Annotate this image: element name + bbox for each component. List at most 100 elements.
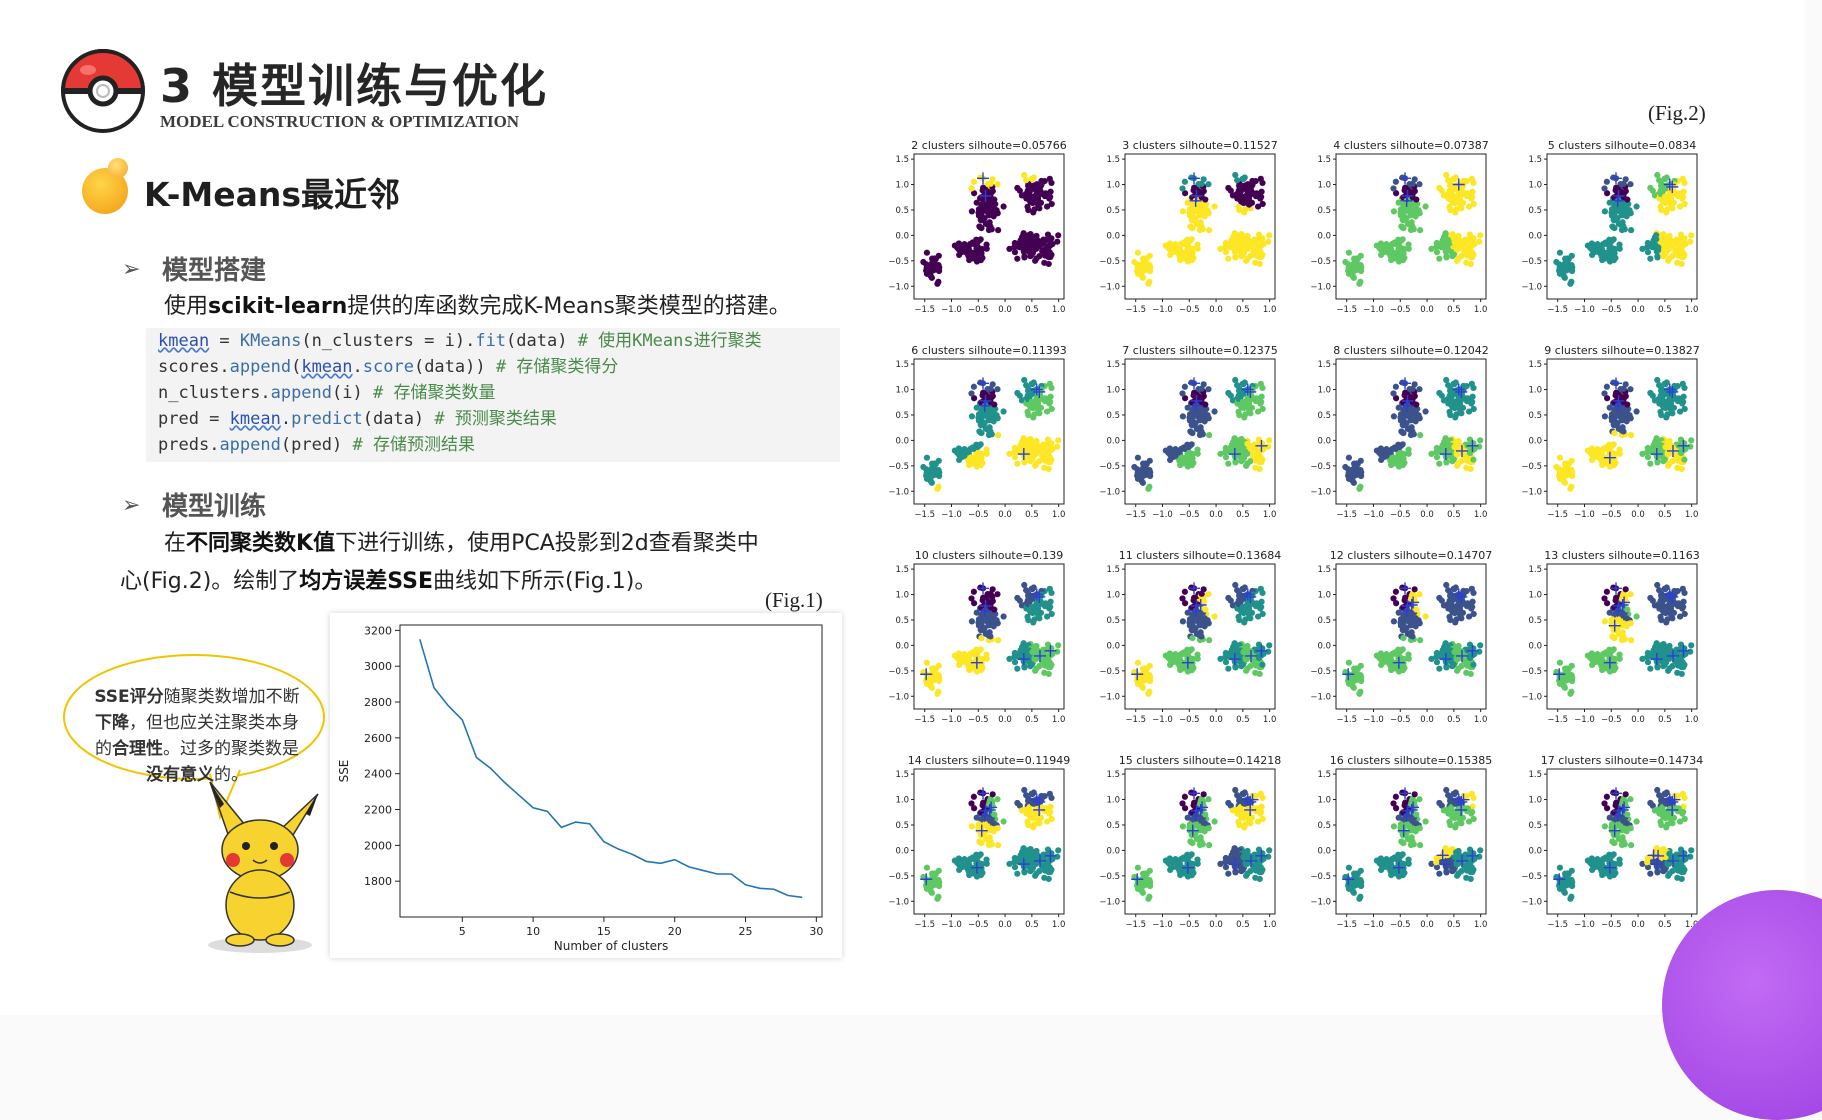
y-tick-label: 0.0	[1317, 641, 1331, 651]
data-point	[1179, 390, 1185, 396]
y-tick-label: 1.0	[1317, 181, 1331, 191]
data-point	[1412, 176, 1418, 182]
data-point	[1049, 201, 1055, 207]
data-point	[994, 181, 1000, 187]
data-point	[1232, 254, 1238, 260]
data-point	[968, 595, 974, 601]
data-point	[1417, 432, 1423, 438]
y-tick-label: −0.5	[1521, 462, 1542, 472]
data-point	[1656, 177, 1662, 183]
data-point	[961, 241, 967, 247]
data-point	[1623, 622, 1629, 628]
y-tick-label: 1.5	[1317, 155, 1331, 165]
data-point	[1172, 248, 1178, 254]
panel-title: 11 clusters silhoute=0.13684	[1119, 549, 1281, 562]
data-point	[1664, 593, 1670, 599]
data-point	[1035, 202, 1041, 208]
data-point	[969, 413, 975, 419]
y-tick-label: 1.0	[1528, 386, 1542, 396]
data-point	[1453, 593, 1459, 599]
data-point	[1445, 382, 1451, 388]
data-point	[1253, 253, 1259, 259]
data-point	[1197, 427, 1203, 433]
code-token: pred =	[158, 409, 230, 429]
data-point	[991, 615, 997, 621]
data-point	[1182, 589, 1188, 595]
y-tick-label: 1.0	[895, 181, 909, 191]
code-comment: # 存储聚类得分	[496, 357, 618, 377]
code-token: (data))	[414, 357, 496, 377]
data-point	[1416, 386, 1422, 392]
data-point	[1259, 662, 1265, 668]
data-point	[1243, 668, 1249, 674]
y-tick-label: −0.5	[888, 462, 909, 472]
data-point	[1029, 661, 1035, 667]
code-token: append	[230, 357, 291, 377]
data-point	[1619, 632, 1625, 638]
data-point	[1390, 185, 1396, 191]
y-tick-label: 0.5	[895, 411, 909, 421]
data-point	[1029, 251, 1035, 257]
data-point	[1197, 632, 1203, 638]
code-token: (	[291, 357, 301, 377]
x-tick-label: 0.5	[1025, 305, 1039, 315]
data-point	[980, 390, 986, 396]
panel-title: 6 clusters silhoute=0.11393	[911, 344, 1066, 357]
data-point	[1662, 456, 1668, 462]
data-point	[1235, 409, 1241, 415]
code-token: (data)	[363, 409, 435, 429]
data-point	[1621, 399, 1627, 405]
data-point	[1030, 414, 1036, 420]
data-point	[1463, 465, 1469, 471]
y-tick-label: −0.5	[1310, 462, 1331, 472]
data-point	[1231, 646, 1237, 652]
data-point	[968, 390, 974, 396]
data-point	[934, 691, 940, 697]
code-token: score	[363, 357, 414, 377]
data-point	[982, 206, 988, 212]
data-point	[1412, 622, 1418, 628]
x-tick-label: −0.5	[1390, 715, 1411, 725]
data-point	[974, 200, 980, 206]
data-point	[1602, 665, 1608, 671]
code-token: =	[209, 331, 240, 351]
pokeball-icon	[60, 48, 146, 134]
train-text: 下进行训练，使用PCA投影到2d查看聚类中	[335, 531, 759, 556]
x-tick-label: 0.5	[1658, 305, 1672, 315]
data-point	[1664, 245, 1670, 251]
data-point	[1569, 264, 1575, 270]
code-token: append	[219, 435, 280, 455]
data-point	[1651, 244, 1657, 250]
data-point	[1045, 440, 1051, 446]
data-point	[1436, 256, 1442, 262]
data-point	[1412, 417, 1418, 423]
data-point	[1422, 203, 1428, 209]
x-tick-label: 1.0	[1052, 510, 1066, 520]
data-point	[1612, 246, 1618, 252]
data-point	[1666, 236, 1672, 242]
x-tick-label: 0.0	[1209, 715, 1223, 725]
section-title: K-Means最近邻	[144, 168, 400, 216]
data-point	[1241, 619, 1247, 625]
data-point	[1443, 664, 1449, 670]
data-point	[1167, 445, 1173, 451]
data-point	[1562, 469, 1568, 475]
x-tick-label: 0.0	[998, 305, 1012, 315]
data-point	[1458, 192, 1464, 198]
data-point	[1621, 194, 1627, 200]
data-point	[1055, 642, 1061, 648]
panel-title: 4 clusters silhoute=0.07387	[1333, 139, 1488, 152]
data-point	[1172, 651, 1178, 657]
data-point	[991, 410, 997, 416]
data-point	[1199, 194, 1205, 200]
x-tick-label: −1.5	[1547, 305, 1568, 315]
build-heading: 模型搭建	[162, 250, 266, 287]
y-tick-label: −0.5	[888, 667, 909, 677]
x-tick-label: 1.0	[1263, 510, 1277, 520]
data-point	[1453, 245, 1459, 251]
x-tick-label: −1.5	[1547, 510, 1568, 520]
data-point	[1455, 646, 1461, 652]
